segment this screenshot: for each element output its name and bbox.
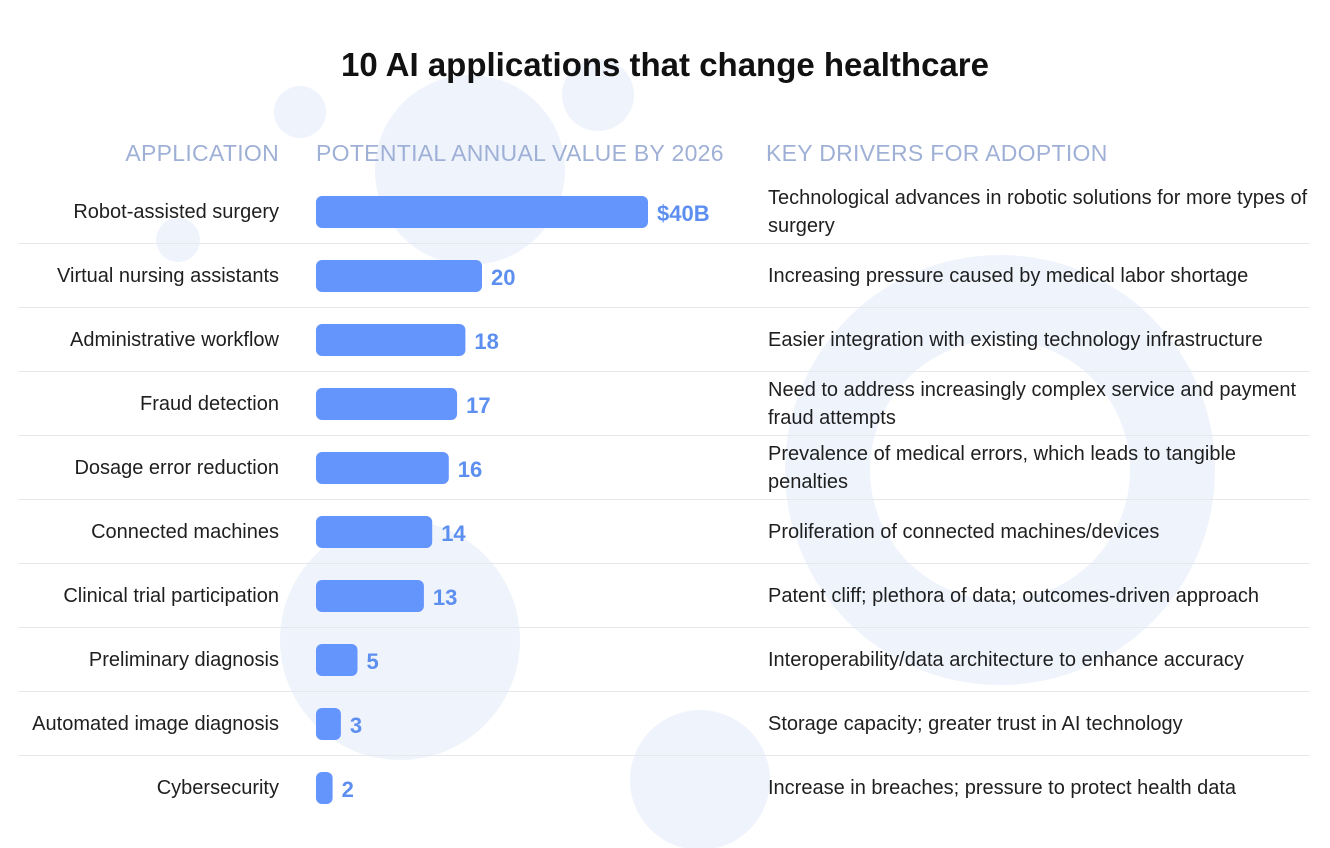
driver-text: Proliferation of connected machines/devi…: [768, 521, 1160, 543]
driver-text: Interoperability/data architecture to en…: [768, 649, 1244, 671]
driver-text: Prevalence of medical errors, which lead…: [768, 443, 1237, 493]
bar: [316, 516, 433, 548]
row-divider: [18, 755, 1310, 756]
chart-rows: Robot-assisted surgery $40B Technological …: [0, 180, 1330, 820]
value-label: 17: [466, 393, 490, 418]
column-header-drivers: KEY DRIVERS FOR ADOPTION: [766, 140, 1108, 166]
value-label: 2: [342, 777, 354, 802]
category-label: Administrative workflow: [70, 328, 279, 351]
value-label: 20: [491, 265, 515, 290]
table-row: Preliminary diagnosis 5 Interoperability/d…: [0, 628, 1330, 692]
row-divider: [18, 435, 1310, 436]
bar-cell: 13: [316, 580, 457, 612]
row-divider: [18, 563, 1310, 564]
driver-text: Technological advances in robotic soluti…: [768, 187, 1308, 237]
column-header-application: APPLICATION: [125, 140, 279, 166]
row-divider: [18, 307, 1310, 308]
bar: [316, 772, 333, 804]
bar-cell: 2: [316, 772, 354, 804]
driver-text: Increasing pressure caused by medical la…: [768, 265, 1249, 287]
chart-title: 10 AI applications that change healthcar…: [341, 46, 989, 83]
table-row: Dosage error reduction 16 Prevalence of me…: [0, 436, 1330, 500]
category-label: Automated image diagnosis: [32, 712, 279, 735]
category-label: Virtual nursing assistants: [57, 264, 279, 287]
table-row: Robot-assisted surgery $40B Technological …: [0, 180, 1330, 244]
table-row: Cybersecurity 2 Increase in breaches; pres…: [0, 756, 1330, 820]
driver-text: Need to address increasingly complex ser…: [768, 379, 1297, 429]
bar-cell: 3: [316, 708, 362, 740]
bar: [316, 260, 482, 292]
category-label: Cybersecurity: [156, 776, 279, 799]
bar-cell: 17: [316, 388, 491, 420]
table-row: Virtual nursing assistants 20 Increasing p…: [0, 244, 1330, 308]
driver-text: Patent cliff; plethora of data; outcomes…: [768, 585, 1260, 607]
value-label: 3: [350, 713, 362, 738]
bar: [316, 580, 424, 612]
row-divider: [18, 371, 1310, 372]
bar-cell: 16: [316, 452, 482, 484]
category-label: Dosage error reduction: [74, 456, 279, 479]
bar: [316, 644, 358, 676]
category-label: Clinical trial participation: [63, 584, 279, 607]
column-header-value: POTENTIAL ANNUAL VALUE BY 2026: [316, 140, 724, 166]
row-divider: [18, 627, 1310, 628]
category-label: Robot-assisted surgery: [73, 200, 279, 223]
bar-cell: 5: [316, 644, 379, 676]
bar-cell: 14: [316, 516, 466, 548]
bar-cell: $40B: [316, 196, 710, 228]
value-label: 18: [474, 329, 498, 354]
category-label: Fraud detection: [140, 392, 279, 415]
driver-text: Easier integration with existing technol…: [768, 329, 1263, 351]
value-label: 13: [433, 585, 457, 610]
category-label: Preliminary diagnosis: [88, 648, 279, 671]
row-divider: [18, 691, 1310, 692]
bar: [316, 708, 341, 740]
value-label: $40B: [657, 201, 710, 226]
row-divider: [18, 499, 1310, 500]
category-label: Connected machines: [91, 520, 279, 543]
table-row: Clinical trial participation 13 Patent cli…: [0, 564, 1330, 628]
table-row: Automated image diagnosis 3 Storage capaci…: [0, 692, 1330, 756]
bar: [316, 324, 466, 356]
driver-text: Increase in breaches; pressure to protec…: [768, 777, 1237, 799]
table-row: Fraud detection 17 Need to address increas…: [0, 372, 1330, 436]
table-row: Connected machines 14 Proliferation of con…: [0, 500, 1330, 564]
value-label: 14: [441, 521, 466, 546]
bar-cell: 20: [316, 260, 515, 292]
value-label: 16: [458, 457, 482, 482]
value-label: 5: [367, 649, 379, 674]
bar: [316, 388, 458, 420]
bar-cell: 18: [316, 324, 499, 356]
row-divider: [18, 243, 1310, 244]
table-row: Administrative workflow 18 Easier integrat…: [0, 308, 1330, 372]
bar: [316, 196, 648, 228]
driver-text: Storage capacity; greater trust in AI te…: [768, 713, 1183, 735]
bar: [316, 452, 449, 484]
